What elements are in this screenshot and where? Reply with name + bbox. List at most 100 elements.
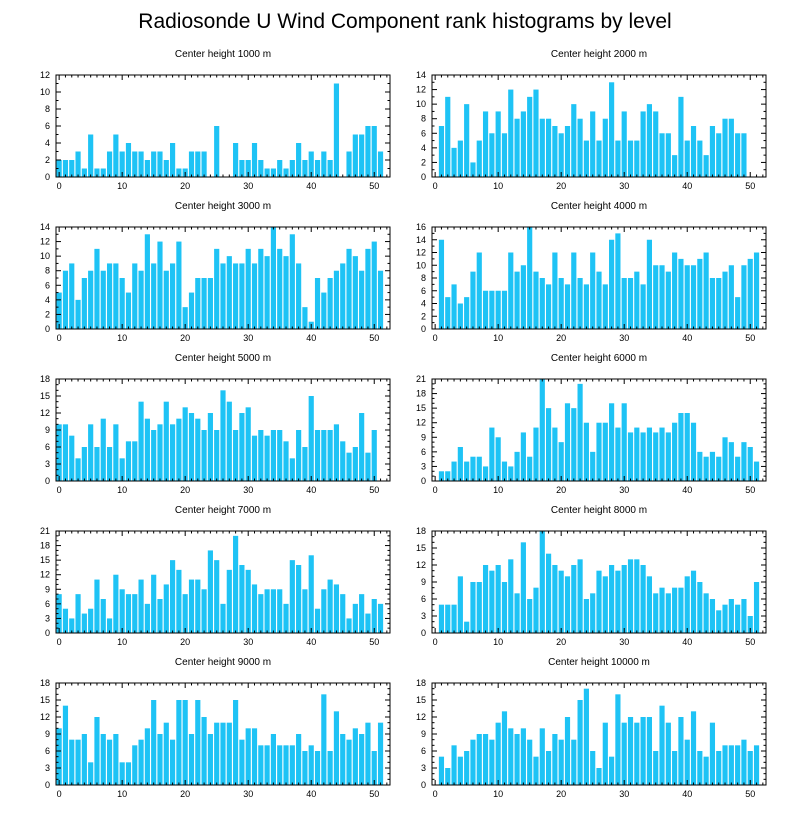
y-tick-label: 2 bbox=[421, 157, 426, 167]
bar bbox=[741, 442, 747, 481]
bar bbox=[653, 265, 659, 329]
x-tick-label: 40 bbox=[306, 333, 316, 343]
y-tick-label: 3 bbox=[45, 763, 50, 773]
bar bbox=[302, 589, 308, 633]
histogram-panel-5: Center height 5000 m 0 10 20 30 40 50 0 3 6 9 12 15 1… bbox=[40, 353, 391, 495]
x-tick-label: 10 bbox=[493, 181, 503, 191]
bar bbox=[558, 133, 564, 177]
bar bbox=[144, 160, 150, 177]
bar bbox=[371, 599, 377, 633]
bar bbox=[302, 307, 308, 329]
bar bbox=[533, 427, 539, 481]
bar bbox=[716, 278, 722, 329]
bar bbox=[476, 140, 482, 177]
bar bbox=[308, 151, 314, 177]
bar bbox=[489, 427, 495, 481]
bar bbox=[352, 447, 358, 481]
panel-title: Center height 4000 m bbox=[551, 201, 647, 212]
bar bbox=[56, 292, 62, 329]
bar bbox=[188, 579, 195, 633]
bar bbox=[527, 456, 533, 481]
bar bbox=[359, 270, 365, 329]
bar bbox=[716, 456, 722, 481]
bar bbox=[520, 111, 526, 177]
y-tick-label: 12 bbox=[416, 85, 426, 95]
y-tick-label: 18 bbox=[40, 678, 50, 688]
bar bbox=[501, 461, 508, 481]
bar bbox=[438, 126, 445, 177]
bar bbox=[527, 739, 533, 785]
x-tick-label: 10 bbox=[493, 789, 503, 799]
bar bbox=[321, 151, 327, 177]
y-tick-label: 12 bbox=[40, 237, 50, 247]
bar bbox=[170, 263, 176, 329]
y-tick-label: 18 bbox=[416, 678, 426, 688]
bar bbox=[539, 379, 545, 481]
bar bbox=[239, 413, 245, 481]
bar bbox=[270, 589, 276, 633]
bar bbox=[226, 722, 232, 785]
bar bbox=[289, 234, 295, 329]
bar bbox=[289, 458, 295, 481]
bar bbox=[514, 734, 520, 785]
bar bbox=[514, 451, 520, 481]
bar bbox=[627, 717, 634, 785]
y-tick-label: 4 bbox=[45, 295, 50, 305]
bar bbox=[527, 227, 533, 329]
bar bbox=[296, 143, 302, 177]
bar bbox=[258, 430, 264, 481]
bar bbox=[546, 284, 552, 330]
x-tick-label: 40 bbox=[682, 789, 692, 799]
y-tick-label: 12 bbox=[416, 248, 426, 258]
bar bbox=[321, 430, 327, 481]
bar bbox=[163, 401, 169, 481]
bar bbox=[615, 694, 621, 785]
bar bbox=[590, 593, 596, 633]
bar bbox=[314, 160, 321, 177]
bar bbox=[188, 413, 195, 481]
x-tick-label: 0 bbox=[433, 789, 438, 799]
bar bbox=[552, 734, 558, 785]
bar bbox=[170, 560, 176, 633]
bar bbox=[125, 143, 132, 177]
bar bbox=[233, 535, 239, 633]
bar bbox=[451, 745, 457, 785]
bar bbox=[697, 582, 703, 633]
bar bbox=[201, 151, 207, 177]
bar bbox=[377, 722, 384, 785]
bar bbox=[283, 256, 289, 329]
bar bbox=[735, 456, 741, 481]
bar bbox=[583, 140, 589, 177]
bar bbox=[741, 599, 747, 633]
y-tick-label: 6 bbox=[421, 447, 426, 457]
bar bbox=[365, 722, 371, 785]
bar bbox=[125, 292, 132, 329]
bar bbox=[722, 604, 728, 633]
bar bbox=[151, 151, 157, 177]
x-tick-label: 10 bbox=[117, 789, 127, 799]
x-tick-label: 0 bbox=[57, 333, 62, 343]
bar bbox=[340, 263, 346, 329]
bar bbox=[214, 560, 220, 633]
bar bbox=[703, 756, 709, 785]
bar bbox=[69, 739, 75, 785]
bar bbox=[445, 471, 451, 481]
y-tick-label: 6 bbox=[421, 128, 426, 138]
bar bbox=[672, 252, 678, 329]
y-tick-label: 14 bbox=[40, 222, 50, 232]
bar bbox=[621, 111, 627, 177]
bar bbox=[251, 728, 258, 785]
bar bbox=[207, 734, 213, 785]
bar bbox=[100, 270, 106, 329]
bar bbox=[747, 751, 753, 785]
bar bbox=[264, 589, 270, 633]
bar bbox=[596, 271, 602, 330]
x-tick-label: 50 bbox=[369, 789, 379, 799]
bar bbox=[106, 151, 113, 177]
bar bbox=[489, 290, 495, 329]
bar bbox=[646, 427, 652, 481]
panel-title: Center height 2000 m bbox=[551, 49, 647, 60]
bar bbox=[728, 118, 734, 177]
bar bbox=[346, 739, 352, 785]
bar bbox=[659, 705, 665, 785]
